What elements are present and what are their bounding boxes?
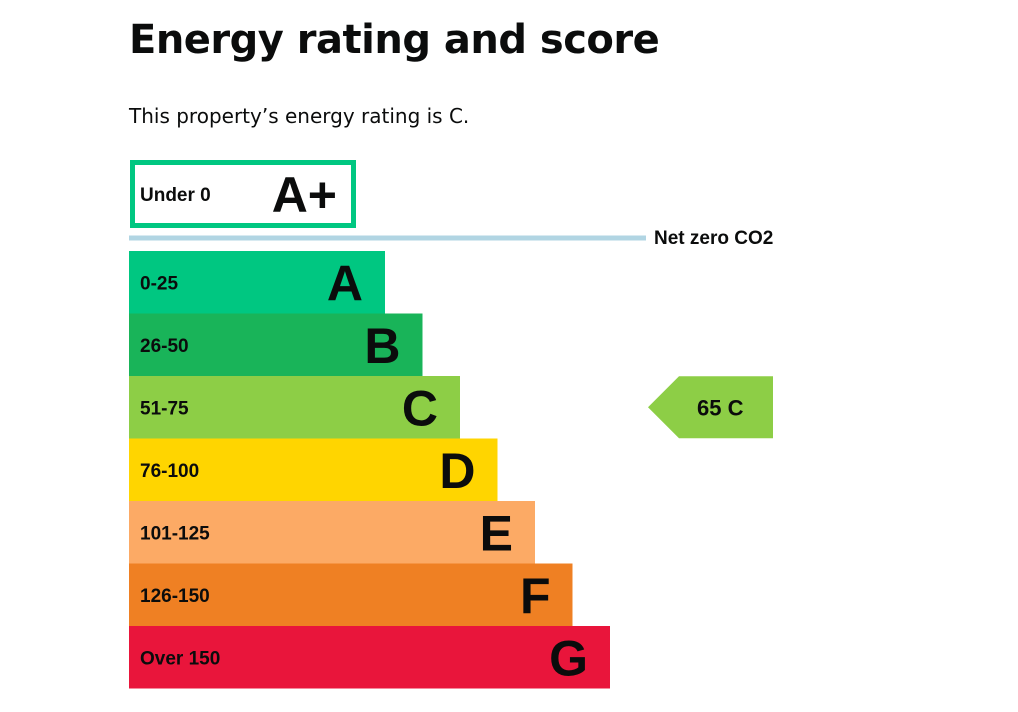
band-letter-label: E bbox=[480, 505, 513, 561]
band-range-label: 26-50 bbox=[140, 336, 189, 357]
band-bar-b bbox=[129, 313, 423, 376]
current-rating-arrow bbox=[648, 376, 773, 439]
band-letter-label: G bbox=[549, 630, 588, 686]
rating-statement: This property’s energy rating is C. bbox=[129, 104, 470, 128]
band-range-label: 76-100 bbox=[140, 461, 199, 482]
band-letter-label: A+ bbox=[272, 167, 337, 223]
band-bar-e bbox=[129, 501, 535, 564]
band-bar-a bbox=[129, 251, 385, 314]
band-range-label: 101-125 bbox=[140, 523, 210, 544]
band-letter-label: B bbox=[364, 318, 400, 374]
band-aplus-box bbox=[130, 160, 356, 228]
current-rating-label: 65 C bbox=[697, 395, 744, 420]
band-letter-label: D bbox=[439, 443, 475, 499]
band-range-label: 0-25 bbox=[140, 273, 178, 294]
band-letter-label: F bbox=[520, 568, 551, 624]
band-bar-c bbox=[129, 376, 460, 439]
page-title: Energy rating and score bbox=[129, 17, 660, 63]
band-bar-f bbox=[129, 563, 573, 626]
band-bar-d bbox=[129, 438, 498, 501]
band-letter-label: C bbox=[402, 380, 438, 436]
band-range-label: 51-75 bbox=[140, 398, 189, 419]
band-bar-g bbox=[129, 626, 610, 689]
band-range-label: Over 150 bbox=[140, 648, 220, 669]
band-range-label: 126-150 bbox=[140, 586, 210, 607]
band-range-label: Under 0 bbox=[140, 185, 211, 206]
net-zero-label: Net zero CO2 bbox=[654, 228, 773, 249]
band-letter-label: A bbox=[327, 255, 363, 311]
